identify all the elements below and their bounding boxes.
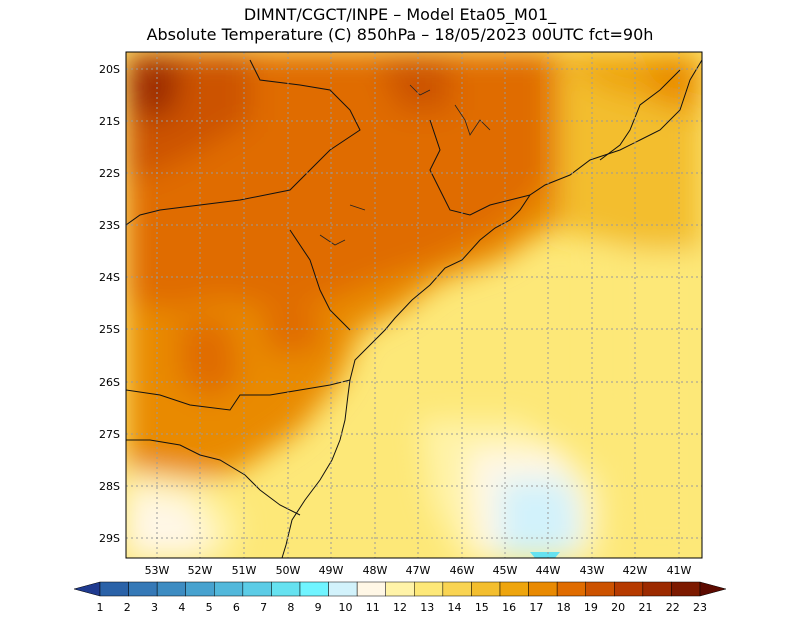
colorbar-max-arrow	[699, 581, 727, 597]
colorbar-label: 12	[393, 601, 407, 614]
lat-label: 26S	[99, 376, 120, 389]
colorbar-swatch	[671, 581, 701, 597]
colorbar-label: 3	[151, 601, 158, 614]
lon-label: 53W	[145, 564, 170, 577]
colorbar-swatch	[385, 581, 415, 597]
title-line-2: Absolute Temperature (C) 850hPa – 18/05/…	[146, 25, 654, 44]
lon-label: 44W	[536, 564, 561, 577]
colorbar-label: 1	[97, 601, 104, 614]
colorbar-label: 6	[233, 601, 240, 614]
lon-label: 49W	[319, 564, 344, 577]
colorbar-swatch	[414, 581, 444, 597]
lat-label: 22S	[99, 167, 120, 180]
map-frame	[125, 51, 703, 559]
lon-label: 46W	[450, 564, 475, 577]
colorbar-label: 7	[260, 601, 267, 614]
lat-label: 25S	[99, 323, 120, 336]
colorbar-swatch	[99, 581, 129, 597]
colorbar-swatch	[471, 581, 501, 597]
colorbar-label: 8	[287, 601, 294, 614]
colorbar-swatch	[271, 581, 301, 597]
colorbar-label: 5	[206, 601, 213, 614]
lon-label: 51W	[232, 564, 257, 577]
colorbar-label: 11	[366, 601, 380, 614]
lat-label: 20S	[99, 63, 120, 76]
colorbar-label: 10	[338, 601, 352, 614]
lon-label: 42W	[623, 564, 648, 577]
colorbar-swatch	[356, 581, 386, 597]
lon-label: 50W	[276, 564, 301, 577]
colorbar-label: 23	[693, 601, 707, 614]
colorbar-label: 19	[584, 601, 598, 614]
lon-label: 48W	[363, 564, 388, 577]
colorbar-swatch	[614, 581, 644, 597]
colorbar-label: 21	[638, 601, 652, 614]
colorbar-swatch	[328, 581, 358, 597]
colorbar-label: 16	[502, 601, 516, 614]
latitude-labels: 20S 21S 22S 23S 24S 25S 26S 27S 28S 29S	[99, 63, 120, 545]
colorbar-min-arrow	[73, 581, 101, 597]
colorbar-swatch	[242, 581, 272, 597]
colorbar: 1 2 3 4 5 6 7 8 9 10 11 12 13 14 15 16 17 18 19 20 21 22 23	[73, 581, 727, 614]
lat-label: 27S	[99, 428, 120, 441]
colorbar-swatch	[156, 581, 186, 597]
colorbar-label: 4	[178, 601, 185, 614]
colorbar-label: 13	[420, 601, 434, 614]
colorbar-swatch	[214, 581, 244, 597]
lat-label: 24S	[99, 271, 120, 284]
colorbar-swatch	[299, 581, 329, 597]
lat-label: 21S	[99, 115, 120, 128]
colorbar-label: 2	[124, 601, 131, 614]
lat-label: 29S	[99, 532, 120, 545]
colorbar-swatch	[128, 581, 158, 597]
colorbar-label: 22	[666, 601, 680, 614]
colorbar-swatch	[185, 581, 215, 597]
title-line-1: DIMNT/CGCT/INPE – Model Eta05_M01_	[243, 5, 557, 24]
colorbar-label: 14	[448, 601, 462, 614]
lon-label: 52W	[188, 564, 213, 577]
colorbar-swatch	[528, 581, 558, 597]
colorbar-swatch	[556, 581, 586, 597]
colorbar-label: 18	[557, 601, 571, 614]
colorbar-swatch	[585, 581, 615, 597]
colorbar-swatch	[642, 581, 672, 597]
lat-label: 28S	[99, 480, 120, 493]
gridlines	[126, 52, 702, 558]
colorbar-swatch	[499, 581, 529, 597]
temperature-field	[126, 52, 702, 558]
lon-label: 47W	[406, 564, 431, 577]
colorbar-label: 15	[475, 601, 489, 614]
lon-label: 41W	[667, 564, 692, 577]
longitude-labels: 53W 52W 51W 50W 49W 48W 47W 46W 45W 44W …	[145, 564, 692, 577]
lon-label: 45W	[493, 564, 518, 577]
colorbar-swatch	[442, 581, 472, 597]
lon-label: 43W	[580, 564, 605, 577]
colorbar-label: 20	[611, 601, 625, 614]
colorbar-label: 9	[315, 601, 322, 614]
lat-label: 23S	[99, 219, 120, 232]
colorbar-label: 17	[529, 601, 543, 614]
